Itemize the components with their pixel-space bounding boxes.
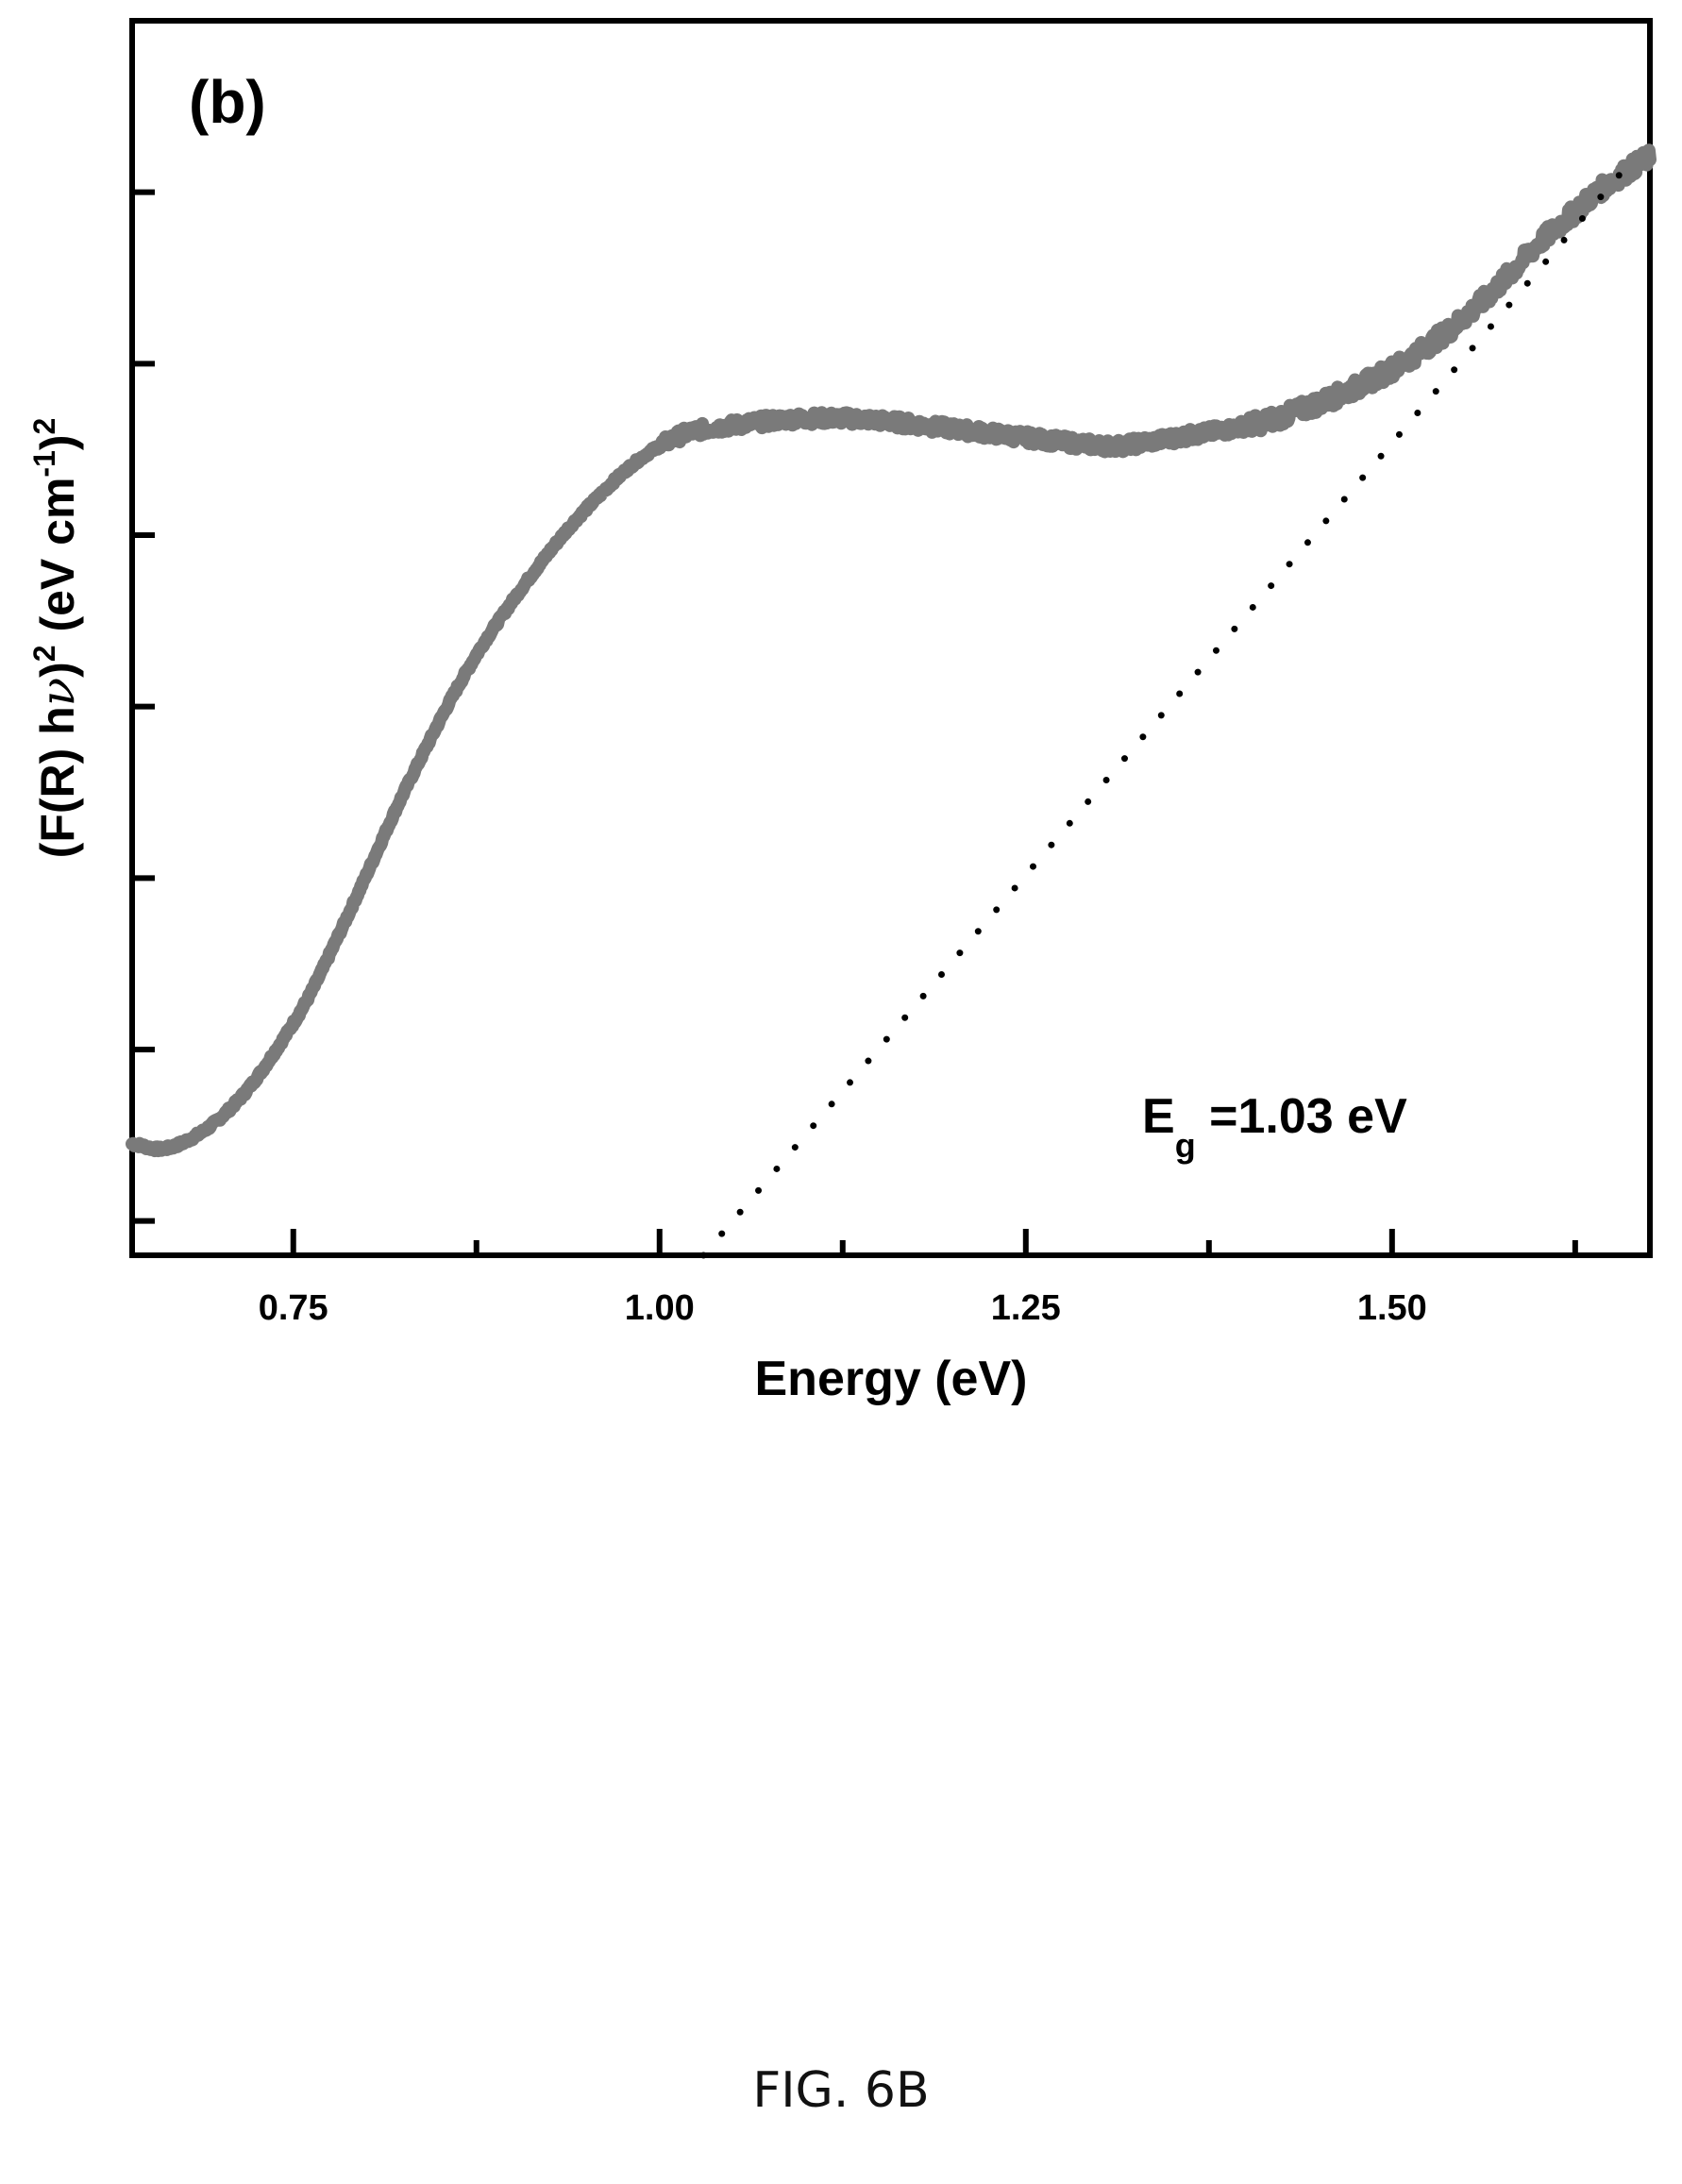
- x-axis: 0.75 1.00 1.25 1.50: [259, 1229, 1578, 1328]
- x-tick-label: 1.25: [991, 1288, 1061, 1328]
- figure-caption: FIG. 6B: [752, 2062, 930, 2119]
- panel-label: (b): [189, 68, 266, 136]
- linear-fit-line: [699, 162, 1630, 1259]
- ylabel-part-c: (eV cm: [31, 478, 84, 646]
- ylabel-sup3: 2: [27, 418, 61, 435]
- ylabel-part-d: ): [31, 434, 84, 450]
- x-tick-label: 1.50: [1357, 1288, 1427, 1328]
- ylabel-sup1: 2: [27, 645, 61, 662]
- annotation-main: E: [1142, 1089, 1175, 1144]
- y-axis: [132, 189, 155, 1224]
- annotation-value: =1.03 eV: [1196, 1089, 1407, 1144]
- plot-frame: [129, 18, 1653, 1258]
- x-tick-label: 1.00: [625, 1288, 695, 1328]
- ylabel-sup2: -1: [27, 450, 61, 477]
- bandgap-annotation: Eg =1.03 eV: [1142, 1089, 1407, 1165]
- ylabel-part-b: ): [31, 662, 84, 678]
- y-axis-label: (F(R) hν)2 (eV cm-1)2: [27, 418, 85, 859]
- ylabel-part-a: (F(R) h: [31, 706, 84, 858]
- spectrum-line: [126, 143, 1657, 1158]
- x-tick-label: 0.75: [259, 1288, 328, 1328]
- ylabel-nu: ν: [30, 678, 85, 706]
- plot-area: [126, 143, 1657, 1259]
- annotation-subscript: g: [1175, 1126, 1196, 1165]
- x-axis-label: Energy (eV): [755, 1352, 1028, 1406]
